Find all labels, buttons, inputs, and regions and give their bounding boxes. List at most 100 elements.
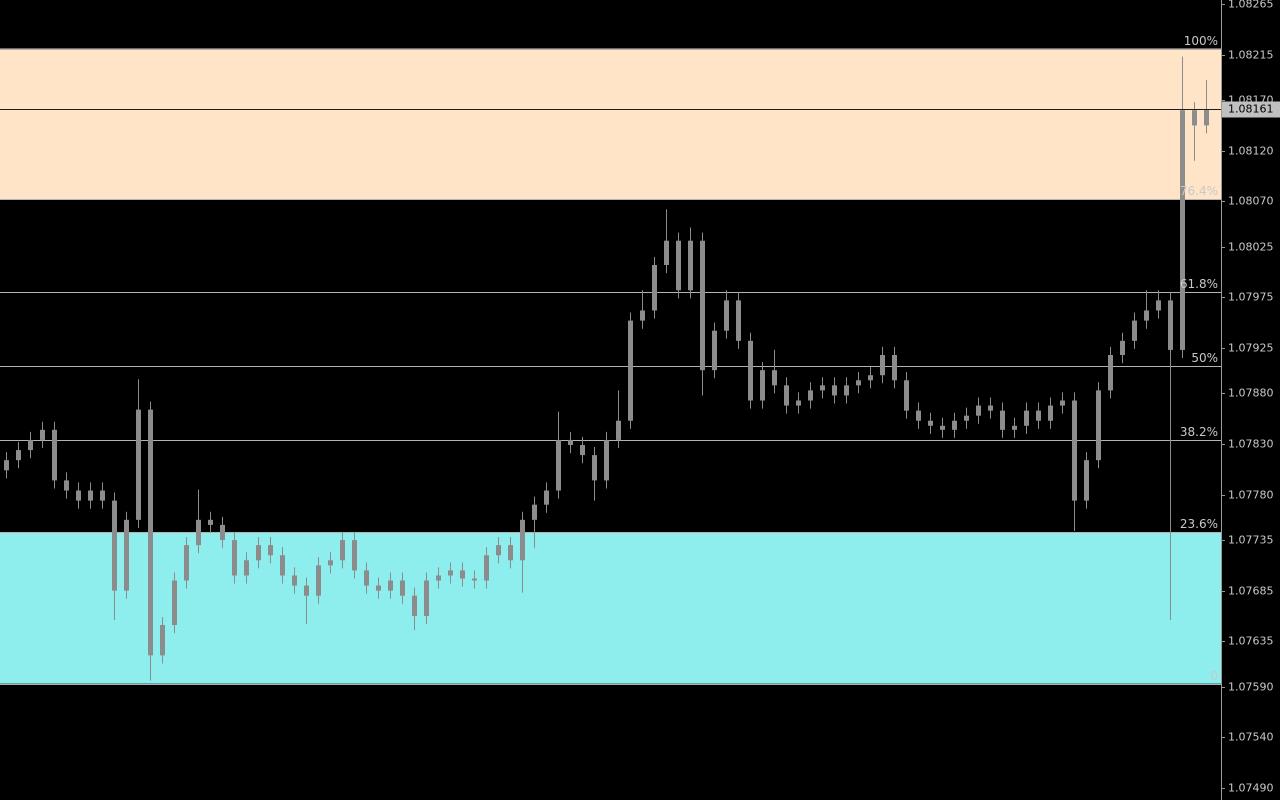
candle-body bbox=[976, 405, 981, 416]
y-tick-label: 1.07590 bbox=[1228, 681, 1274, 694]
level-label: 38.2% bbox=[1180, 425, 1218, 439]
candle-body bbox=[820, 385, 825, 391]
candle-body bbox=[808, 390, 813, 401]
candle-body bbox=[1000, 410, 1005, 430]
candle-body bbox=[136, 409, 141, 520]
candle-body bbox=[784, 385, 789, 406]
y-tick-label: 1.07685 bbox=[1228, 585, 1274, 598]
candle-body bbox=[460, 570, 465, 579]
candle-body bbox=[52, 429, 57, 481]
y-tick-label: 1.07540 bbox=[1228, 731, 1274, 744]
candle-body bbox=[268, 545, 273, 556]
candle-body bbox=[256, 545, 261, 561]
y-tick-label: 1.08025 bbox=[1228, 241, 1274, 254]
candle-body bbox=[40, 429, 45, 440]
level-label: 100% bbox=[1184, 34, 1218, 48]
candle-body bbox=[592, 455, 597, 481]
candle-body bbox=[436, 575, 441, 581]
candle-body bbox=[868, 375, 873, 381]
candle-body bbox=[1012, 425, 1017, 430]
level-label: 61.8% bbox=[1180, 277, 1218, 291]
candles bbox=[4, 56, 1209, 681]
candle-body bbox=[1024, 410, 1029, 426]
y-tick-label: 1.08265 bbox=[1228, 0, 1274, 11]
candle-body bbox=[496, 545, 501, 556]
candle-body bbox=[76, 490, 81, 501]
candle-body bbox=[544, 490, 549, 505]
candle-body bbox=[616, 420, 621, 440]
y-tick-label: 1.07490 bbox=[1228, 782, 1274, 795]
candle-body bbox=[916, 410, 921, 421]
candle-body bbox=[940, 425, 945, 430]
candle-body bbox=[1072, 400, 1077, 501]
candle-body bbox=[664, 240, 669, 265]
candle-body bbox=[196, 519, 201, 546]
candle-body bbox=[760, 370, 765, 401]
candle-body bbox=[1156, 300, 1161, 311]
price-axis-ticks: 1.082651.082151.081701.081201.080701.080… bbox=[1221, 0, 1280, 795]
candle-body bbox=[832, 385, 837, 396]
zone bbox=[0, 48, 1221, 200]
level-label: 0 bbox=[1210, 669, 1218, 683]
candle-body bbox=[1084, 460, 1089, 501]
current-price-label: 1.08161 bbox=[1228, 103, 1274, 116]
candle-body bbox=[856, 380, 861, 386]
candle-body bbox=[304, 585, 309, 596]
level-label: 50% bbox=[1191, 351, 1218, 365]
candle-body bbox=[388, 580, 393, 591]
candle-body bbox=[148, 409, 153, 656]
candle-body bbox=[748, 340, 753, 401]
candle-body bbox=[724, 300, 729, 331]
y-tick-label: 1.07880 bbox=[1228, 387, 1274, 400]
candle-body bbox=[880, 354, 885, 376]
candle-body bbox=[1204, 109, 1209, 126]
candle-body bbox=[484, 555, 489, 581]
candle-body bbox=[640, 310, 645, 321]
candle-body bbox=[1120, 340, 1125, 355]
candle-body bbox=[340, 540, 345, 561]
candle-body bbox=[232, 540, 237, 576]
overlay: 100% 76.4% 61.8% 50% 38.2% 23.6% 0 bbox=[0, 34, 1221, 683]
candle-body bbox=[64, 480, 69, 491]
candle-body bbox=[220, 524, 225, 541]
candle-body bbox=[1192, 110, 1197, 126]
candle-body bbox=[1144, 310, 1149, 321]
candle-body bbox=[796, 400, 801, 406]
candle-body bbox=[100, 490, 105, 501]
y-tick-label: 1.08120 bbox=[1228, 145, 1274, 158]
zones bbox=[0, 48, 1221, 684]
candle-body bbox=[112, 500, 117, 591]
candle-body bbox=[964, 415, 969, 421]
level-label: 23.6% bbox=[1180, 517, 1218, 531]
candle-body bbox=[892, 354, 897, 381]
candle-body bbox=[292, 575, 297, 586]
y-tick-label: 1.07735 bbox=[1228, 534, 1274, 547]
candle-body bbox=[508, 545, 513, 561]
candle-body bbox=[628, 320, 633, 421]
zone bbox=[0, 531, 1221, 684]
y-tick-label: 1.07925 bbox=[1228, 342, 1274, 355]
candle-body bbox=[352, 540, 357, 571]
candle-body bbox=[904, 380, 909, 411]
candle-body bbox=[4, 460, 9, 471]
candle-body bbox=[988, 405, 993, 411]
current-price-badge bbox=[1222, 101, 1280, 118]
candle-body bbox=[700, 240, 705, 371]
candle-body bbox=[328, 560, 333, 566]
candle-body bbox=[1096, 390, 1101, 461]
candle-body bbox=[1060, 400, 1065, 406]
candle-body bbox=[184, 545, 189, 581]
candle-body bbox=[556, 439, 561, 491]
candle-body bbox=[448, 570, 453, 576]
candle-body bbox=[1048, 405, 1053, 421]
candle-body bbox=[28, 439, 33, 451]
candle-body bbox=[772, 370, 777, 386]
candle-body bbox=[364, 570, 369, 586]
candle-body bbox=[472, 578, 477, 581]
candle-body bbox=[532, 504, 537, 520]
level-label: 76.4% bbox=[1180, 184, 1218, 198]
candle-body bbox=[712, 330, 717, 371]
candle-body bbox=[688, 240, 693, 291]
